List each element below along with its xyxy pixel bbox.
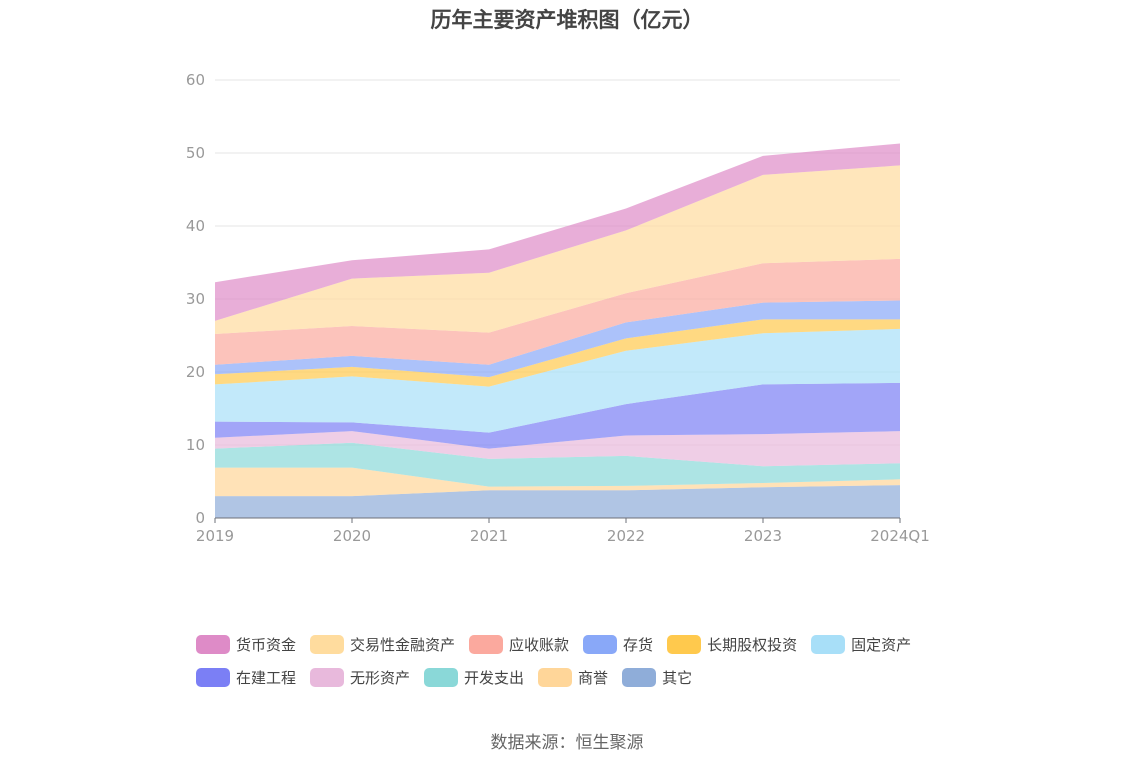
y-tick-label: 30: [186, 290, 205, 308]
y-tick-label: 10: [186, 436, 205, 454]
legend-swatch: [583, 635, 618, 654]
legend-item-应收账款[interactable]: 应收账款: [469, 628, 569, 661]
area-series-应收账款[interactable]: [215, 258, 900, 365]
axes: 0 10 20 30 40 50 60 2019 2020 2021 2022 2023 2024Q1: [186, 71, 930, 545]
legend-item-长期股权投资[interactable]: 长期股权投资: [667, 628, 797, 661]
legend-label: 交易性金融资产: [350, 636, 456, 654]
legend-label: 商誉: [578, 669, 609, 687]
x-tick-label: 2024Q1: [870, 527, 930, 545]
legend-swatch: [667, 635, 702, 654]
legend: 货币资金 交易性金融资产 应收账款 存货 长期股权投资 固定资产在建工程 无形资产 开发支出 商…: [196, 628, 956, 694]
legend-label: 货币资金: [236, 636, 297, 654]
legend-item-存货[interactable]: 存货: [583, 628, 653, 661]
area-series-开发支出[interactable]: [215, 442, 900, 487]
x-tick-label: 2023: [744, 527, 782, 545]
legend-swatch: [196, 635, 230, 654]
legend-swatch: [196, 668, 230, 687]
legend-swatch: [424, 668, 459, 687]
legend-item-开发支出[interactable]: 开发支出: [424, 661, 524, 694]
area-series-其它[interactable]: [215, 485, 900, 518]
stacked-area-chart: 0 10 20 30 40 50 60 2019 2020 2021 2022 2023 2024Q1: [186, 71, 930, 545]
legend-label: 其它: [662, 669, 693, 687]
legend-swatch: [538, 668, 573, 687]
x-tick-label: 2020: [333, 527, 371, 545]
legend-label: 无形资产: [350, 669, 411, 687]
legend-item-在建工程[interactable]: 在建工程: [196, 661, 296, 694]
x-tick-label: 2021: [470, 527, 508, 545]
legend-label: 应收账款: [509, 636, 570, 654]
legend-swatch: [310, 635, 345, 654]
legend-label: 在建工程: [236, 669, 297, 687]
legend-row: 货币资金 交易性金融资产 应收账款 存货 长期股权投资 固定资产在建工程 无形资产 开发支出 商…: [196, 628, 956, 694]
area-series-商誉[interactable]: [215, 467, 900, 497]
y-tick-label: 40: [186, 217, 205, 235]
legend-item-其它[interactable]: 其它: [622, 661, 692, 694]
legend-swatch: [622, 668, 657, 687]
legend-label: 长期股权投资: [707, 636, 798, 654]
area-series-存货[interactable]: [215, 300, 900, 378]
area-series-在建工程[interactable]: [215, 382, 900, 449]
x-tick-label: 2019: [196, 527, 234, 545]
legend-label: 开发支出: [464, 669, 525, 687]
area-series-group: [215, 143, 900, 518]
legend-item-商誉[interactable]: 商誉: [538, 661, 608, 694]
legend-label: 存货: [623, 636, 654, 654]
area-series-无形资产[interactable]: [215, 431, 900, 467]
y-tick-label: 20: [186, 363, 205, 381]
legend-label: 固定资产: [851, 636, 912, 654]
y-tick-label: 60: [186, 71, 205, 89]
legend-item-交易性金融资产[interactable]: 交易性金融资产: [310, 628, 455, 661]
legend-swatch: [310, 668, 345, 687]
legend-item-固定资产[interactable]: 固定资产: [811, 628, 911, 661]
y-tick-label: 50: [186, 144, 205, 162]
area-series-货币资金[interactable]: [215, 143, 900, 321]
x-tick-label: 2022: [607, 527, 645, 545]
legend-swatch: [469, 635, 504, 654]
legend-item-无形资产[interactable]: 无形资产: [310, 661, 410, 694]
source-note: 数据来源：恒生聚源: [490, 733, 644, 753]
legend-swatch: [811, 635, 846, 654]
area-series-长期股权投资[interactable]: [215, 319, 900, 387]
chart-title: 历年主要资产堆积图（亿元）: [430, 8, 704, 32]
area-series-交易性金融资产[interactable]: [215, 165, 900, 334]
y-tick-label: 0: [195, 509, 205, 527]
legend-item-货币资金[interactable]: 货币资金: [196, 628, 296, 661]
area-series-固定资产[interactable]: [215, 328, 900, 433]
